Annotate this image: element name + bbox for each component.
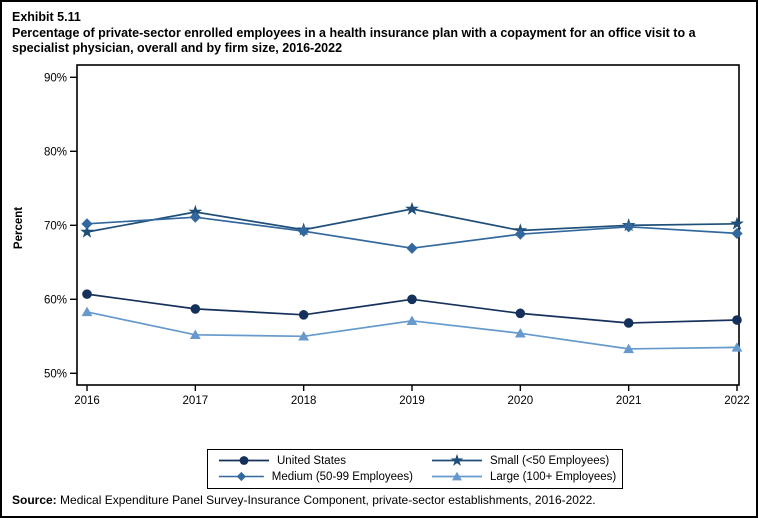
diamond-marker bbox=[623, 221, 635, 233]
x-axis: 2016 2017 2018 2019 2020 2021 2022 bbox=[74, 385, 750, 407]
legend-label: United States bbox=[277, 454, 347, 467]
circle-marker bbox=[239, 456, 249, 465]
legend-item: Large (100+ Employees) bbox=[431, 469, 616, 484]
triangle-marker bbox=[189, 329, 201, 340]
series-line bbox=[86, 208, 738, 233]
circle-marker bbox=[407, 294, 417, 305]
x-axis-tick-label: 2022 bbox=[724, 395, 750, 407]
triangle-marker bbox=[731, 342, 743, 352]
y-axis-tick-label: 90% bbox=[44, 72, 67, 84]
triangle-marker bbox=[81, 306, 93, 317]
diamond-marker bbox=[298, 225, 310, 237]
diamond-marker bbox=[189, 211, 201, 223]
diamond-legend-swatch bbox=[218, 471, 264, 482]
triangle-marker bbox=[406, 315, 418, 325]
x-axis-tick-label: 2019 bbox=[399, 395, 425, 407]
y-axis-tick-label: 80% bbox=[44, 146, 67, 158]
chart-legend: United States Small (<50 Employees) Medium… bbox=[207, 449, 623, 489]
source-text: Medical Expenditure Panel Survey-Insuran… bbox=[56, 493, 596, 507]
circle-marker bbox=[515, 308, 526, 319]
series-circle bbox=[82, 289, 742, 328]
x-axis-tick-label: 2020 bbox=[508, 395, 534, 407]
star-marker bbox=[730, 216, 744, 230]
legend-item: United States bbox=[218, 453, 413, 468]
diamond-marker bbox=[514, 228, 526, 240]
y-axis: 90% 80% 70% 60% 50% bbox=[44, 72, 77, 380]
star-marker bbox=[80, 224, 94, 238]
circle-legend-swatch bbox=[219, 456, 269, 465]
x-axis-tick-label: 2021 bbox=[616, 395, 642, 407]
x-axis-tick-label: 2017 bbox=[183, 395, 209, 407]
diamond-marker bbox=[406, 242, 418, 254]
circle-marker bbox=[623, 318, 634, 328]
diamond-marker bbox=[731, 227, 743, 240]
star-legend-swatch bbox=[432, 453, 482, 466]
circle-marker bbox=[732, 315, 742, 325]
exhibit-title: Percentage of private-sector enrolled em… bbox=[12, 25, 696, 56]
x-axis-tick-label: 2016 bbox=[74, 395, 100, 407]
source-label: Source: bbox=[12, 493, 57, 507]
exhibit-number: Exhibit 5.11 bbox=[12, 10, 81, 24]
x-axis-tick-label: 2018 bbox=[291, 395, 317, 407]
circle-marker bbox=[190, 304, 201, 314]
legend-item: Medium (50-99 Employees) bbox=[218, 469, 413, 484]
triangle-marker bbox=[298, 331, 310, 341]
chart-header: Exhibit 5.11 Percentage of private-secto… bbox=[12, 10, 752, 57]
triangle-marker bbox=[514, 328, 526, 338]
legend-label: Medium (50-99 Employees) bbox=[271, 470, 413, 483]
star-marker bbox=[405, 201, 419, 215]
y-axis-tick-label: 70% bbox=[44, 220, 67, 232]
triangle-marker bbox=[452, 471, 462, 481]
legend-label: Large (100+ Employees) bbox=[490, 470, 617, 483]
legend-item: Small (<50 Employees) bbox=[431, 453, 616, 468]
series-triangle bbox=[81, 306, 743, 354]
star-marker bbox=[450, 453, 464, 466]
circle-marker bbox=[82, 289, 92, 299]
series-diamond bbox=[81, 211, 743, 254]
diamond-marker bbox=[236, 471, 246, 482]
triangle-marker bbox=[623, 343, 635, 354]
y-axis-tick-label: 60% bbox=[44, 294, 67, 306]
diamond-marker bbox=[81, 218, 93, 230]
triangle-legend-swatch bbox=[432, 471, 482, 481]
circle-marker bbox=[298, 310, 309, 320]
star-marker bbox=[188, 204, 203, 218]
legend-label: Small (<50 Employees) bbox=[490, 454, 610, 467]
line-chart: 90%80%70%60%50%2016 2017 2018 2019 2020 2021 2… bbox=[44, 64, 750, 407]
source-note: Source: Medical Expenditure Panel Survey… bbox=[12, 493, 596, 507]
y-axis-tick-label: 50% bbox=[44, 368, 67, 380]
series-star bbox=[80, 201, 744, 238]
